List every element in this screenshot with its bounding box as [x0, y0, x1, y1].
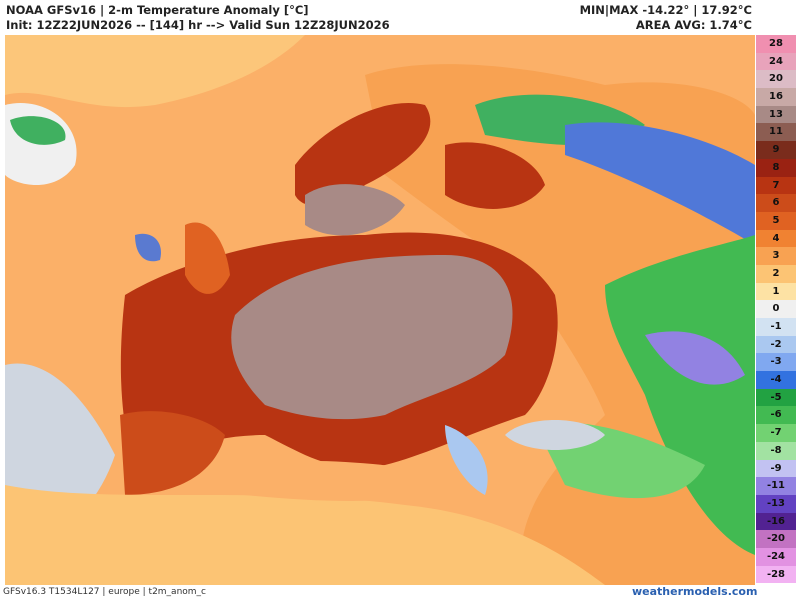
legend-entry: 20 — [756, 70, 796, 89]
arctic — [5, 35, 305, 108]
legend-entry: -7 — [756, 424, 796, 442]
legend-entry: -4 — [756, 371, 796, 389]
legend-entry: 5 — [756, 211, 796, 230]
legend-entry: 9 — [756, 141, 796, 159]
site: weathermodels.com — [632, 585, 758, 598]
legend-entry: -11 — [756, 477, 796, 495]
sweden-extreme — [305, 184, 405, 236]
legend-entry: -8 — [756, 441, 796, 460]
legend-entry: -2 — [756, 335, 796, 354]
legend-entry: -6 — [756, 406, 796, 425]
cold-core — [645, 331, 745, 385]
area-average: AREA AVG: 1.74°C — [635, 18, 752, 32]
europe-extreme — [231, 255, 513, 420]
legend-entry: 24 — [756, 52, 796, 71]
legend-entry: 16 — [756, 88, 796, 106]
color-bar: 28 24 20 16 13 11 9 8 7 6 5 4 3 2 1 0 -1 -2 -3 -4 -5 -6 -7 -8 -9… — [756, 35, 796, 584]
map — [5, 35, 755, 585]
east-russia-cool — [605, 235, 755, 555]
legend-entry: 0 — [756, 300, 796, 318]
legend-entry: -3 — [756, 353, 796, 372]
legend-entry: 8 — [756, 158, 796, 177]
scandinavia — [295, 103, 431, 206]
ireland — [135, 233, 161, 262]
legend-entry: 3 — [756, 247, 796, 265]
legend-entry: -28 — [756, 565, 796, 584]
legend-entry: 4 — [756, 229, 796, 248]
title: NOAA GFSv16 | 2-m Temperature Anomaly [°… — [6, 3, 309, 17]
black-sea — [505, 420, 605, 450]
britain — [185, 222, 230, 294]
legend-entry: -16 — [756, 512, 796, 531]
model-info: GFSv16.3 T1534L127 | europe | t2m_anom_c — [3, 587, 206, 597]
north-russia-cold — [565, 122, 755, 245]
iceland — [10, 116, 66, 145]
legend-entry: 6 — [756, 194, 796, 212]
legend-entry: -20 — [756, 530, 796, 548]
legend-entry: 2 — [756, 264, 796, 283]
iberia — [120, 411, 225, 495]
finland — [445, 142, 545, 209]
min-max: MIN|MAX -14.22° | 17.92°C — [579, 3, 752, 17]
africa — [5, 485, 605, 585]
legend-entry: -13 — [756, 494, 796, 513]
legend-entry: -9 — [756, 459, 796, 478]
aegean — [445, 425, 488, 495]
legend-entry: 1 — [756, 282, 796, 301]
legend-entry: -24 — [756, 547, 796, 566]
legend-entry: 28 — [756, 35, 796, 53]
mediterranean — [235, 460, 465, 501]
legend-entry: 7 — [756, 176, 796, 195]
legend-entry: 11 — [756, 123, 796, 142]
legend-entry: -1 — [756, 318, 796, 336]
subtitle: Init: 12Z22JUN2026 -- [144] hr --> Valid… — [6, 18, 390, 32]
legend-entry: 13 — [756, 105, 796, 124]
legend-entry: -5 — [756, 388, 796, 407]
